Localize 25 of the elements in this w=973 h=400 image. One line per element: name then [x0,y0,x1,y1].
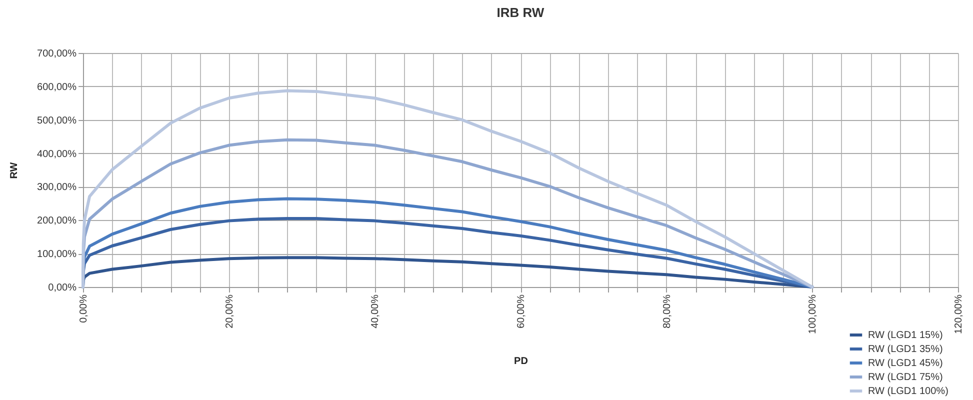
x-tick-label: 120,00% [954,294,964,334]
legend-label: RW (LGD1 45%) [868,358,943,369]
line-series [82,89,814,288]
y-tick-label: 300,00% [37,182,77,194]
y-tick-label: 100,00% [37,249,77,260]
x-tick-label: 80,00% [662,294,673,328]
legend-label: RW (LGD1 100%) [868,386,948,397]
y-tick-label: 200,00% [37,216,77,227]
y-tick-label: 600,00% [37,82,77,93]
y-tick-label: 0,00% [48,282,77,294]
y-tick-label: 500,00% [37,115,77,126]
legend-label: RW (LGD1 35%) [868,344,943,355]
legend-label: RW (LGD1 15%) [868,330,943,341]
x-tick-label: 100,00% [808,294,819,334]
line-series [82,256,814,288]
x-axis-title: PD [514,356,528,367]
y-tick-label: 700,00% [37,48,77,60]
x-tick-label: 20,00% [224,294,236,328]
x-tick-label: 60,00% [516,294,527,328]
x-tick-label: 40,00% [370,294,382,328]
y-axis-title: RW [9,162,20,179]
chart-title: IRB RW [496,5,545,20]
y-tick-label: 400,00% [37,148,77,160]
line-series [82,197,814,288]
legend-label: RW (LGD1 75%) [868,372,943,383]
